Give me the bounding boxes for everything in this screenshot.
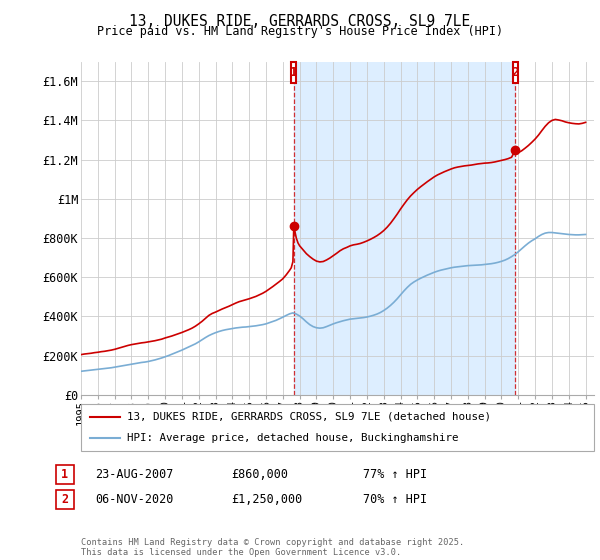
Text: 23-AUG-2007: 23-AUG-2007 — [95, 468, 173, 481]
Text: 13, DUKES RIDE, GERRARDS CROSS, SL9 7LE: 13, DUKES RIDE, GERRARDS CROSS, SL9 7LE — [130, 14, 470, 29]
Text: Contains HM Land Registry data © Crown copyright and database right 2025.
This d: Contains HM Land Registry data © Crown c… — [81, 538, 464, 557]
Text: Price paid vs. HM Land Registry's House Price Index (HPI): Price paid vs. HM Land Registry's House … — [97, 25, 503, 38]
Text: 70% ↑ HPI: 70% ↑ HPI — [363, 493, 427, 506]
Text: 13, DUKES RIDE, GERRARDS CROSS, SL9 7LE (detached house): 13, DUKES RIDE, GERRARDS CROSS, SL9 7LE … — [127, 412, 491, 422]
Text: 06-NOV-2020: 06-NOV-2020 — [95, 493, 173, 506]
Text: 77% ↑ HPI: 77% ↑ HPI — [363, 468, 427, 481]
FancyBboxPatch shape — [513, 62, 518, 83]
Text: 2: 2 — [61, 493, 68, 506]
Text: 1: 1 — [290, 66, 298, 79]
Text: 2: 2 — [512, 66, 519, 79]
Text: HPI: Average price, detached house, Buckinghamshire: HPI: Average price, detached house, Buck… — [127, 433, 459, 444]
Bar — [294, 62, 515, 395]
Text: £1,250,000: £1,250,000 — [231, 493, 302, 506]
Text: £860,000: £860,000 — [231, 468, 288, 481]
Text: 1: 1 — [61, 468, 68, 481]
FancyBboxPatch shape — [292, 62, 296, 83]
